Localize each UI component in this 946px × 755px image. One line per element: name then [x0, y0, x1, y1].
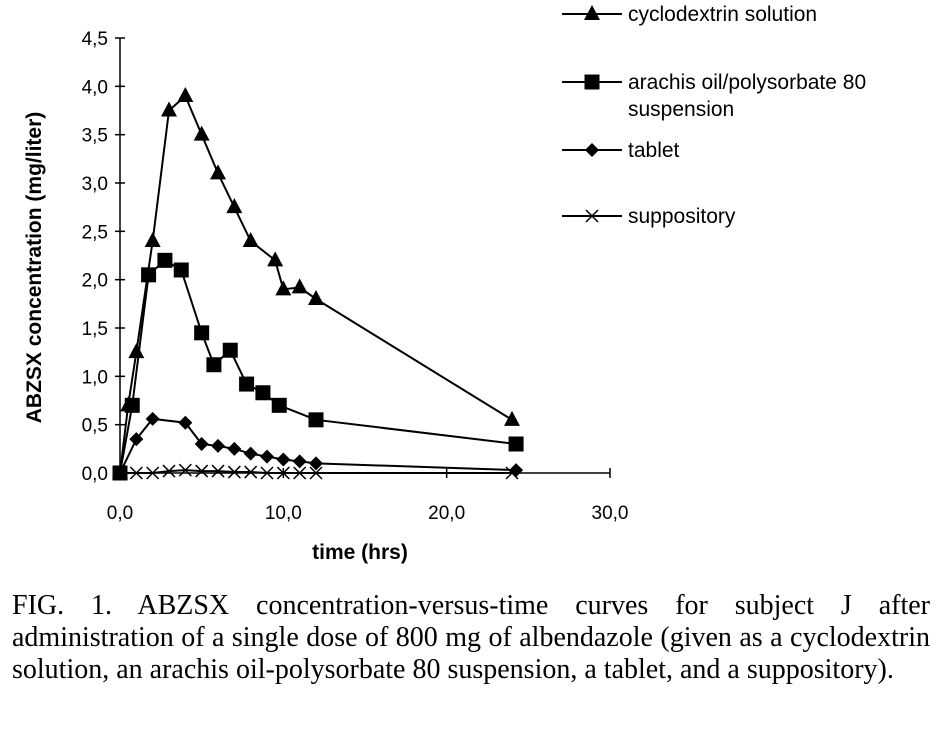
series-tablet	[113, 411, 524, 480]
y-tick-label: 2,5	[82, 222, 108, 243]
data-point	[504, 410, 520, 426]
y-tick-label: 1,0	[82, 367, 108, 388]
y-tick-label: 3,0	[82, 174, 108, 195]
legend-label: tablet	[628, 139, 680, 162]
data-point	[508, 436, 524, 452]
data-point	[128, 343, 145, 359]
data-point	[308, 412, 324, 428]
figure-caption: FIG. 1. ABZSX concentration-versus-time …	[12, 590, 930, 685]
data-point	[195, 464, 209, 478]
data-point	[206, 357, 222, 373]
data-point	[141, 267, 157, 283]
legend-label: cyclodextrin solution	[628, 3, 817, 26]
data-point	[129, 466, 143, 480]
data-point	[239, 376, 255, 392]
x-axis-label: time (hrs)	[312, 541, 408, 564]
y-tick-label: 1,5	[82, 319, 108, 340]
data-point	[271, 397, 287, 413]
legend-label: suppository	[628, 205, 736, 228]
data-point	[157, 252, 173, 268]
data-point	[124, 397, 140, 413]
data-point	[129, 432, 144, 447]
data-point	[243, 446, 258, 461]
y-tick-label: 0,5	[82, 416, 108, 437]
data-point	[145, 411, 160, 426]
x-tick-label: 0,0	[107, 503, 133, 524]
data-point	[194, 437, 209, 451]
data-point	[292, 454, 307, 469]
data-point	[210, 164, 226, 180]
data-point	[244, 465, 258, 479]
data-point	[222, 342, 238, 358]
data-point	[276, 452, 291, 467]
y-tick-label: 4,0	[82, 77, 108, 98]
data-point	[113, 466, 127, 480]
data-point	[260, 466, 274, 480]
data-point	[178, 463, 192, 477]
y-tick-label: 2,0	[82, 271, 108, 292]
data-point	[211, 438, 225, 453]
data-point	[255, 385, 271, 401]
series-arachis-oil-polysorbate-80-suspension	[112, 252, 524, 481]
series-layer	[112, 87, 524, 481]
data-point	[162, 464, 176, 478]
series-line	[119, 259, 517, 474]
data-point	[146, 466, 160, 480]
x-tick-label: 30,0	[592, 503, 629, 524]
data-point	[260, 449, 274, 464]
legend-item-arachis-oil-polysorbate-80-suspension: arachis oil/polysorbate 80 suspension	[562, 71, 866, 121]
x-tick-label: 20,0	[428, 503, 465, 524]
data-point	[275, 280, 292, 296]
data-point	[226, 198, 243, 214]
data-point	[309, 456, 323, 471]
data-point	[227, 465, 241, 479]
data-point	[267, 251, 284, 267]
data-point	[291, 278, 308, 294]
legend-marker	[584, 74, 600, 90]
data-point	[194, 325, 210, 341]
data-point	[177, 87, 194, 102]
data-point	[276, 466, 290, 480]
series-suppository	[113, 463, 519, 480]
data-point	[144, 232, 161, 247]
data-point	[178, 415, 193, 430]
y-tick-label: 0,0	[82, 464, 108, 485]
data-point	[227, 441, 242, 456]
data-point	[161, 101, 177, 117]
data-point	[193, 125, 210, 141]
y-axis-label: ABZSX concentration (mg/liter)	[23, 112, 46, 424]
data-point	[505, 466, 519, 480]
data-point	[242, 232, 259, 247]
data-point	[509, 463, 524, 478]
legend: cyclodextrin solution arachis oil/polysor…	[562, 3, 866, 228]
series-line	[120, 469, 512, 474]
data-point	[293, 466, 307, 480]
data-point	[211, 464, 225, 478]
legend-item-tablet: tablet	[562, 139, 680, 162]
concentration-time-chart: 0,0 0,5 1,0 1,5 2,0 2,5 3,0 3,5 4,0 4,5 0,0 10,0 20,…	[23, 3, 866, 564]
legend-item-cyclodextrin-solution: cyclodextrin solution	[562, 3, 817, 26]
legend-marker	[585, 143, 599, 157]
axes: 0,0 0,5 1,0 1,5 2,0 2,5 3,0 3,5 4,0 4,5 0,0 10,0 20,…	[23, 29, 628, 564]
x-tick-label: 10,0	[265, 503, 302, 524]
data-point	[309, 466, 323, 480]
y-tick-label: 3,5	[82, 126, 108, 147]
legend-marker	[585, 209, 599, 223]
data-point	[173, 262, 189, 278]
data-point	[308, 290, 324, 305]
legend-label: arachis oil/polysorbate 80 suspension	[628, 71, 866, 121]
legend-marker	[584, 5, 600, 20]
legend-item-suppository: suppository	[562, 205, 736, 228]
y-tick-label: 4,5	[82, 29, 108, 50]
